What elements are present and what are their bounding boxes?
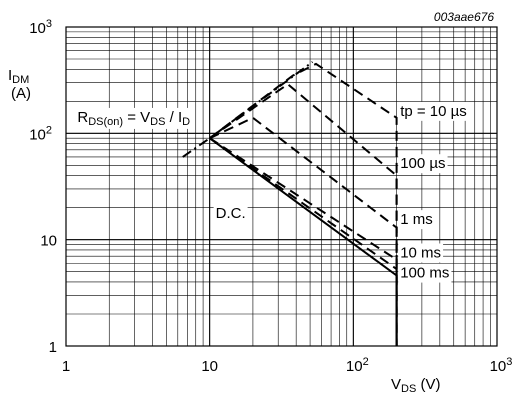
y-axis-unit: (A) [11, 85, 31, 102]
series-label-bg [398, 154, 448, 174]
rds-on-label: RDS(on) = VDS / ID [77, 109, 190, 128]
series-label: 1 ms [400, 211, 433, 228]
series-line [209, 137, 398, 346]
rds-label-bg [75, 107, 193, 129]
series-label-bg [213, 203, 248, 223]
series-label: D.C. [216, 205, 246, 222]
series-label: 10 ms [400, 244, 441, 261]
y-tick-labels: 1 10 102 103 [29, 18, 57, 356]
y-axis-label: IDM [8, 67, 29, 86]
x-tick-label: 103 [490, 356, 512, 375]
y-tick-label: 10 [40, 233, 57, 250]
y-tick-label: 1 [49, 339, 57, 356]
series-label-bg [398, 243, 444, 263]
series-label: 100 µs [400, 155, 445, 172]
y-tick-label: 102 [29, 124, 52, 143]
series-label-bg [398, 210, 435, 230]
plot-frame [65, 26, 498, 347]
y-tick-label: 103 [29, 18, 52, 37]
series-line [209, 116, 398, 346]
grid [66, 27, 497, 346]
x-tick-label: 1 [62, 358, 70, 375]
series-label-bg [398, 263, 452, 283]
x-tick-labels: 1 10 102 103 [62, 356, 512, 375]
series-label-bg [398, 101, 469, 121]
series-label: 100 ms [400, 265, 449, 282]
series-label: tp = 10 µs [400, 103, 467, 120]
x-tick-label: 102 [346, 356, 369, 375]
x-tick-label: 10 [201, 358, 218, 375]
series-line [209, 137, 398, 346]
series-labels: tp = 10 µs 100 µs 1 ms 10 ms 100 ms D.C. [213, 101, 469, 283]
x-axis-label: VDS (V) [391, 376, 440, 395]
figure-code: 003aae676 [434, 10, 494, 24]
series-line [209, 137, 398, 346]
series-layer [182, 61, 398, 346]
